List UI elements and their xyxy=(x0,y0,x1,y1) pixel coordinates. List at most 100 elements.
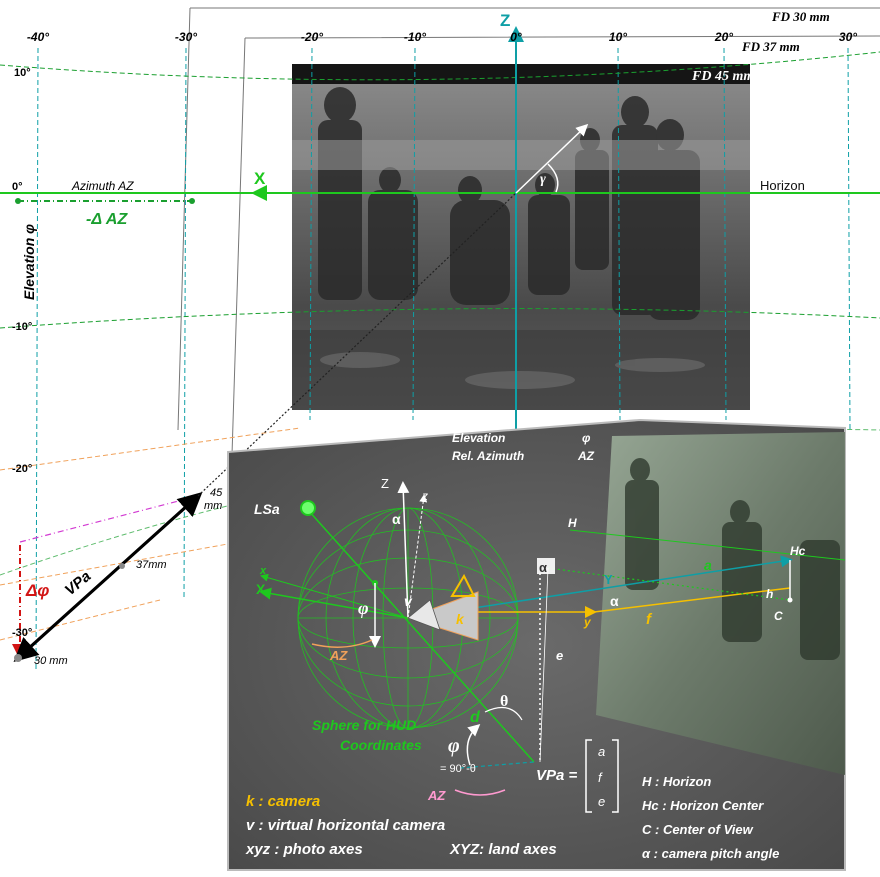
gamma-arc xyxy=(547,163,559,193)
azimuth-line xyxy=(35,47,39,671)
fd45-label: FD 45 mm xyxy=(691,69,754,84)
coordinate-panel xyxy=(227,418,846,871)
alpha-box xyxy=(537,558,555,574)
panel-phi-lower: φ xyxy=(448,735,460,757)
vpa-bracket-right xyxy=(612,739,619,813)
sphere-label-1: Sphere for HUD xyxy=(312,717,416,733)
panel-z-axis xyxy=(407,494,428,619)
mm37-label: 37mm xyxy=(136,559,167,571)
hud-sphere xyxy=(297,507,519,729)
mm45-label-b: mm xyxy=(204,500,222,512)
panel-az-lower: AZ xyxy=(427,788,446,803)
delta-phi-label: Δφ xyxy=(25,581,49,600)
legend-left-extra: XYZ: land axes xyxy=(449,841,557,858)
elevation-tick-label: -10° xyxy=(12,321,32,333)
a-dotted-line xyxy=(547,567,791,601)
fd30-label: FD 30 mm xyxy=(771,9,830,24)
panel-e-label: e xyxy=(556,648,563,663)
elevation-tick-label: 0° xyxy=(12,181,23,193)
legend-right-item: Hc : Horizon Center xyxy=(642,798,764,813)
panel-h-label: h xyxy=(766,587,773,601)
azimuth-tick-label: -20° xyxy=(301,30,323,44)
vpa-point-37mm xyxy=(119,563,125,569)
azimuth-tick-label: -30° xyxy=(175,30,197,44)
panel-theta-label: θ xyxy=(500,693,508,710)
elevation-tick-label: 10° xyxy=(14,67,31,79)
warning-triangle xyxy=(450,573,476,597)
sight-ray xyxy=(197,192,517,497)
elevation-label: Elevation φ xyxy=(21,224,37,300)
horizon-H-line xyxy=(569,529,846,561)
panel-elevation: Elevation xyxy=(452,431,505,445)
gamma-arrow xyxy=(515,123,589,194)
vpa-equation: VPa = xyxy=(536,767,578,784)
panel-alpha-top: α xyxy=(392,511,401,527)
mm30-label: 30 mm xyxy=(34,655,68,667)
legend-left-item: k : camera xyxy=(246,793,320,810)
az-arc-lower xyxy=(454,789,506,796)
panel-alpha-box: α xyxy=(539,560,547,575)
azimuth-line xyxy=(847,47,851,431)
azimuth-tick-label: 20° xyxy=(714,30,733,44)
vpa-vec-f: f xyxy=(598,770,603,785)
fd30-frame xyxy=(177,7,880,431)
vpa-arrow-back xyxy=(13,494,200,663)
azimuth-tick-label: -40° xyxy=(27,30,49,44)
lsa-label: LSa xyxy=(254,501,280,517)
camera-v xyxy=(407,599,441,631)
panel-d-label: d xyxy=(470,709,481,726)
panel-az-label: AZ xyxy=(329,648,348,663)
camera-k xyxy=(406,591,479,641)
vpa-vec-e: e xyxy=(598,794,605,809)
elevation-curve-10 xyxy=(0,51,880,81)
legend-left-item: v : virtual horizontal camera xyxy=(246,817,445,834)
vpa-bracket-left xyxy=(585,739,592,813)
x-axis-label: X xyxy=(254,169,266,188)
panel-x-axis xyxy=(260,573,409,619)
fd37-label: FD 37 mm xyxy=(741,39,800,54)
azimuth-tick-label: 0° xyxy=(510,30,522,44)
panel-rel-azimuth-sym: AZ xyxy=(577,449,595,463)
azimuth-line xyxy=(412,47,416,421)
legend-right-item: H : Horizon xyxy=(642,774,711,789)
light-source xyxy=(300,500,316,516)
azimuth-tick-label: 10° xyxy=(609,30,627,44)
panel-k-label: k xyxy=(456,611,465,627)
panel-Hc-label: Hc xyxy=(790,544,806,558)
azimuth-tick-label: -10° xyxy=(404,30,426,44)
center-point xyxy=(787,597,793,603)
fd37-frame xyxy=(231,35,880,456)
panel-Y-label: Y xyxy=(604,572,613,587)
panel-alpha-right: α xyxy=(610,593,619,609)
azimuth-tick-label: 30° xyxy=(839,30,857,44)
panel-x-label: x xyxy=(259,565,267,577)
orange-dashed-lines xyxy=(0,427,301,641)
panel-a-label: a xyxy=(704,557,712,573)
elevation-tick-label: -30° xyxy=(12,627,32,639)
panel-X-label: X xyxy=(256,581,266,597)
panel-f-label: f xyxy=(646,611,653,628)
panel-rel-azimuth: Rel. Azimuth xyxy=(452,449,524,463)
panel-v-label: v xyxy=(404,593,413,609)
panel-elevation-sym: φ xyxy=(582,431,591,445)
panel-X-axis xyxy=(259,587,409,619)
panel-C-label: C xyxy=(774,609,783,623)
panel-f-line xyxy=(593,587,791,613)
elevation-tick-label: -20° xyxy=(12,463,32,475)
panel-Z-axis xyxy=(397,481,410,619)
delta-az-label: -Δ AZ xyxy=(86,211,128,228)
phi-arc xyxy=(466,724,481,766)
legend-left-item: xyz : photo axes xyxy=(245,841,363,858)
theta-arc xyxy=(484,706,523,721)
azimuth-line xyxy=(723,47,727,421)
horizon-label: Horizon xyxy=(760,178,805,193)
panel-H-label: H xyxy=(568,516,577,530)
az-arc-sphere xyxy=(311,639,373,648)
magenta-dashdot-line xyxy=(19,497,191,543)
azimuth-line xyxy=(617,47,621,421)
panel-phi-label: φ xyxy=(358,598,369,618)
panel-z-label: z xyxy=(421,489,428,503)
vpa-vec-a: a xyxy=(598,744,605,759)
